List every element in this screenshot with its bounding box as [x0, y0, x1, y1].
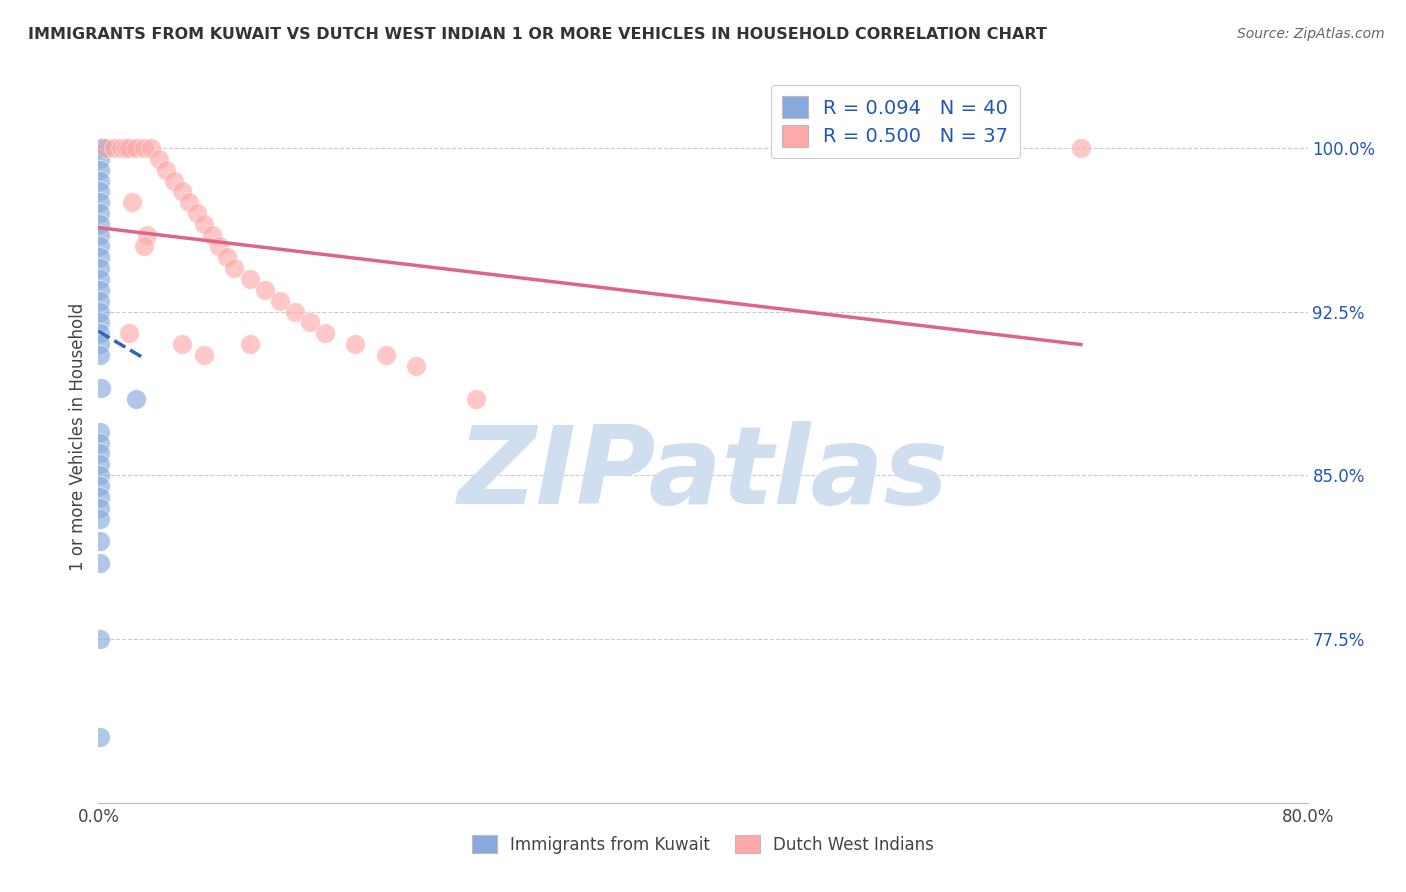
Point: [89, 533, 111, 548]
Point: [89, 239, 111, 253]
Point: [90, 141, 112, 155]
Point: [215, 250, 238, 264]
Point: [89, 326, 111, 341]
Point: [155, 162, 177, 177]
Point: [193, 217, 215, 231]
Point: [110, 141, 132, 155]
Text: IMMIGRANTS FROM KUWAIT VS DUTCH WEST INDIAN 1 OR MORE VEHICLES IN HOUSEHOLD CORR: IMMIGRANTS FROM KUWAIT VS DUTCH WEST IND…: [28, 27, 1047, 42]
Point: [94, 141, 117, 155]
Point: [89, 425, 111, 439]
Y-axis label: 1 or more Vehicles in Household: 1 or more Vehicles in Household: [69, 303, 87, 571]
Point: [269, 293, 291, 308]
Point: [284, 304, 307, 318]
Point: [344, 337, 367, 351]
Point: [465, 392, 488, 406]
Point: [118, 141, 141, 155]
Point: [89, 250, 111, 264]
Point: [193, 348, 215, 362]
Point: [208, 239, 231, 253]
Text: ZIPatlas: ZIPatlas: [457, 421, 949, 526]
Point: [374, 348, 396, 362]
Point: [132, 239, 155, 253]
Point: [170, 337, 193, 351]
Point: [89, 260, 111, 275]
Point: [90, 141, 112, 155]
Point: [314, 326, 336, 341]
Point: [89, 293, 111, 308]
Point: [89, 479, 111, 493]
Point: [125, 141, 148, 155]
Point: [89, 315, 111, 329]
Point: [103, 141, 125, 155]
Point: [89, 162, 111, 177]
Point: [132, 141, 155, 155]
Point: [89, 141, 111, 155]
Point: [118, 326, 141, 341]
Point: [89, 512, 111, 526]
Point: [141, 141, 163, 155]
Point: [163, 173, 186, 187]
Point: [201, 228, 224, 243]
Text: Source: ZipAtlas.com: Source: ZipAtlas.com: [1237, 27, 1385, 41]
Point: [91, 141, 114, 155]
Point: [224, 260, 246, 275]
Point: [89, 185, 111, 199]
Point: [405, 359, 427, 373]
Point: [179, 195, 201, 210]
Point: [89, 490, 111, 504]
Point: [89, 337, 111, 351]
Point: [89, 283, 111, 297]
Point: [135, 228, 157, 243]
Point: [89, 228, 111, 243]
Point: [89, 632, 111, 646]
Point: [89, 348, 111, 362]
Point: [89, 304, 111, 318]
Point: [114, 141, 136, 155]
Point: [89, 435, 111, 450]
Point: [89, 195, 111, 210]
Point: [89, 173, 111, 187]
Point: [89, 217, 111, 231]
Point: [89, 272, 111, 286]
Point: [89, 206, 111, 220]
Point: [186, 206, 208, 220]
Point: [239, 337, 262, 351]
Point: [299, 315, 322, 329]
Point: [253, 283, 276, 297]
Point: [1070, 141, 1092, 155]
Point: [89, 731, 111, 745]
Point: [125, 392, 148, 406]
Point: [90, 141, 112, 155]
Point: [170, 185, 193, 199]
Point: [91, 141, 114, 155]
Point: [89, 556, 111, 570]
Point: [89, 446, 111, 460]
Point: [148, 152, 170, 166]
Legend: Immigrants from Kuwait, Dutch West Indians: Immigrants from Kuwait, Dutch West India…: [465, 829, 941, 860]
Point: [121, 195, 143, 210]
Point: [89, 152, 111, 166]
Point: [89, 501, 111, 516]
Point: [89, 458, 111, 472]
Point: [90, 381, 112, 395]
Point: [239, 272, 262, 286]
Point: [89, 468, 111, 483]
